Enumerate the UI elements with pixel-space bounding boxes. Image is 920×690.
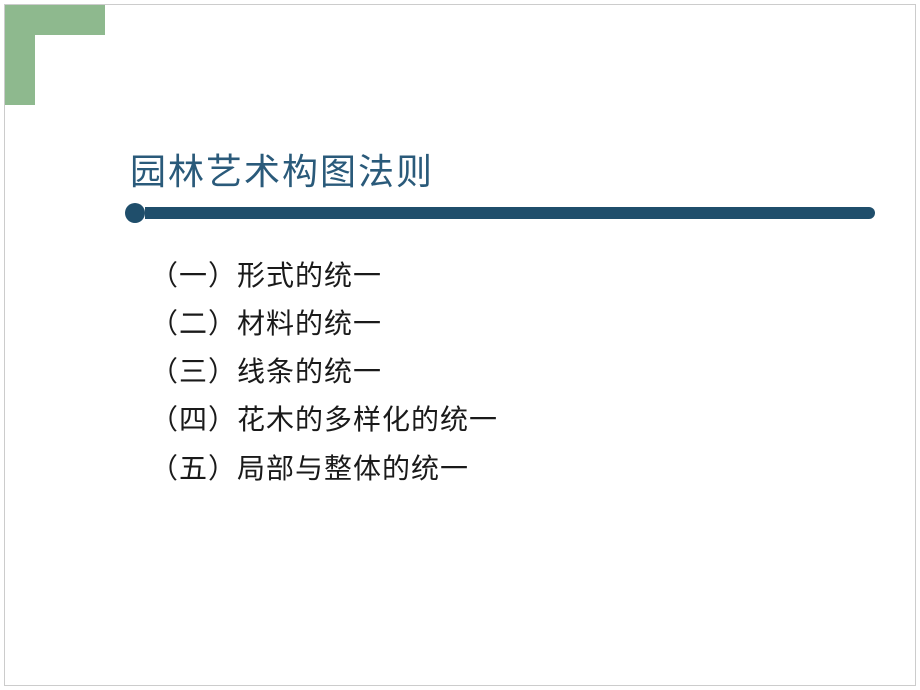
list-item: （三）线条的统一 [150, 349, 840, 397]
content-list: （一）形式的统一 （二）材料的统一 （三）线条的统一 （四）花木的多样化的统一 … [150, 253, 840, 494]
title-divider [125, 203, 875, 223]
list-item: （二）材料的统一 [150, 301, 840, 349]
list-item: （一）形式的统一 [150, 253, 840, 301]
slide-canvas: 园林艺术构图法则 （一）形式的统一 （二）材料的统一 （三）线条的统一 （四）花… [35, 35, 900, 670]
divider-bullet [125, 203, 145, 223]
list-item: （五）局部与整体的统一 [150, 446, 840, 494]
slide-title: 园林艺术构图法则 [130, 143, 434, 195]
list-item: （四）花木的多样化的统一 [150, 397, 840, 445]
divider-line [145, 207, 875, 219]
